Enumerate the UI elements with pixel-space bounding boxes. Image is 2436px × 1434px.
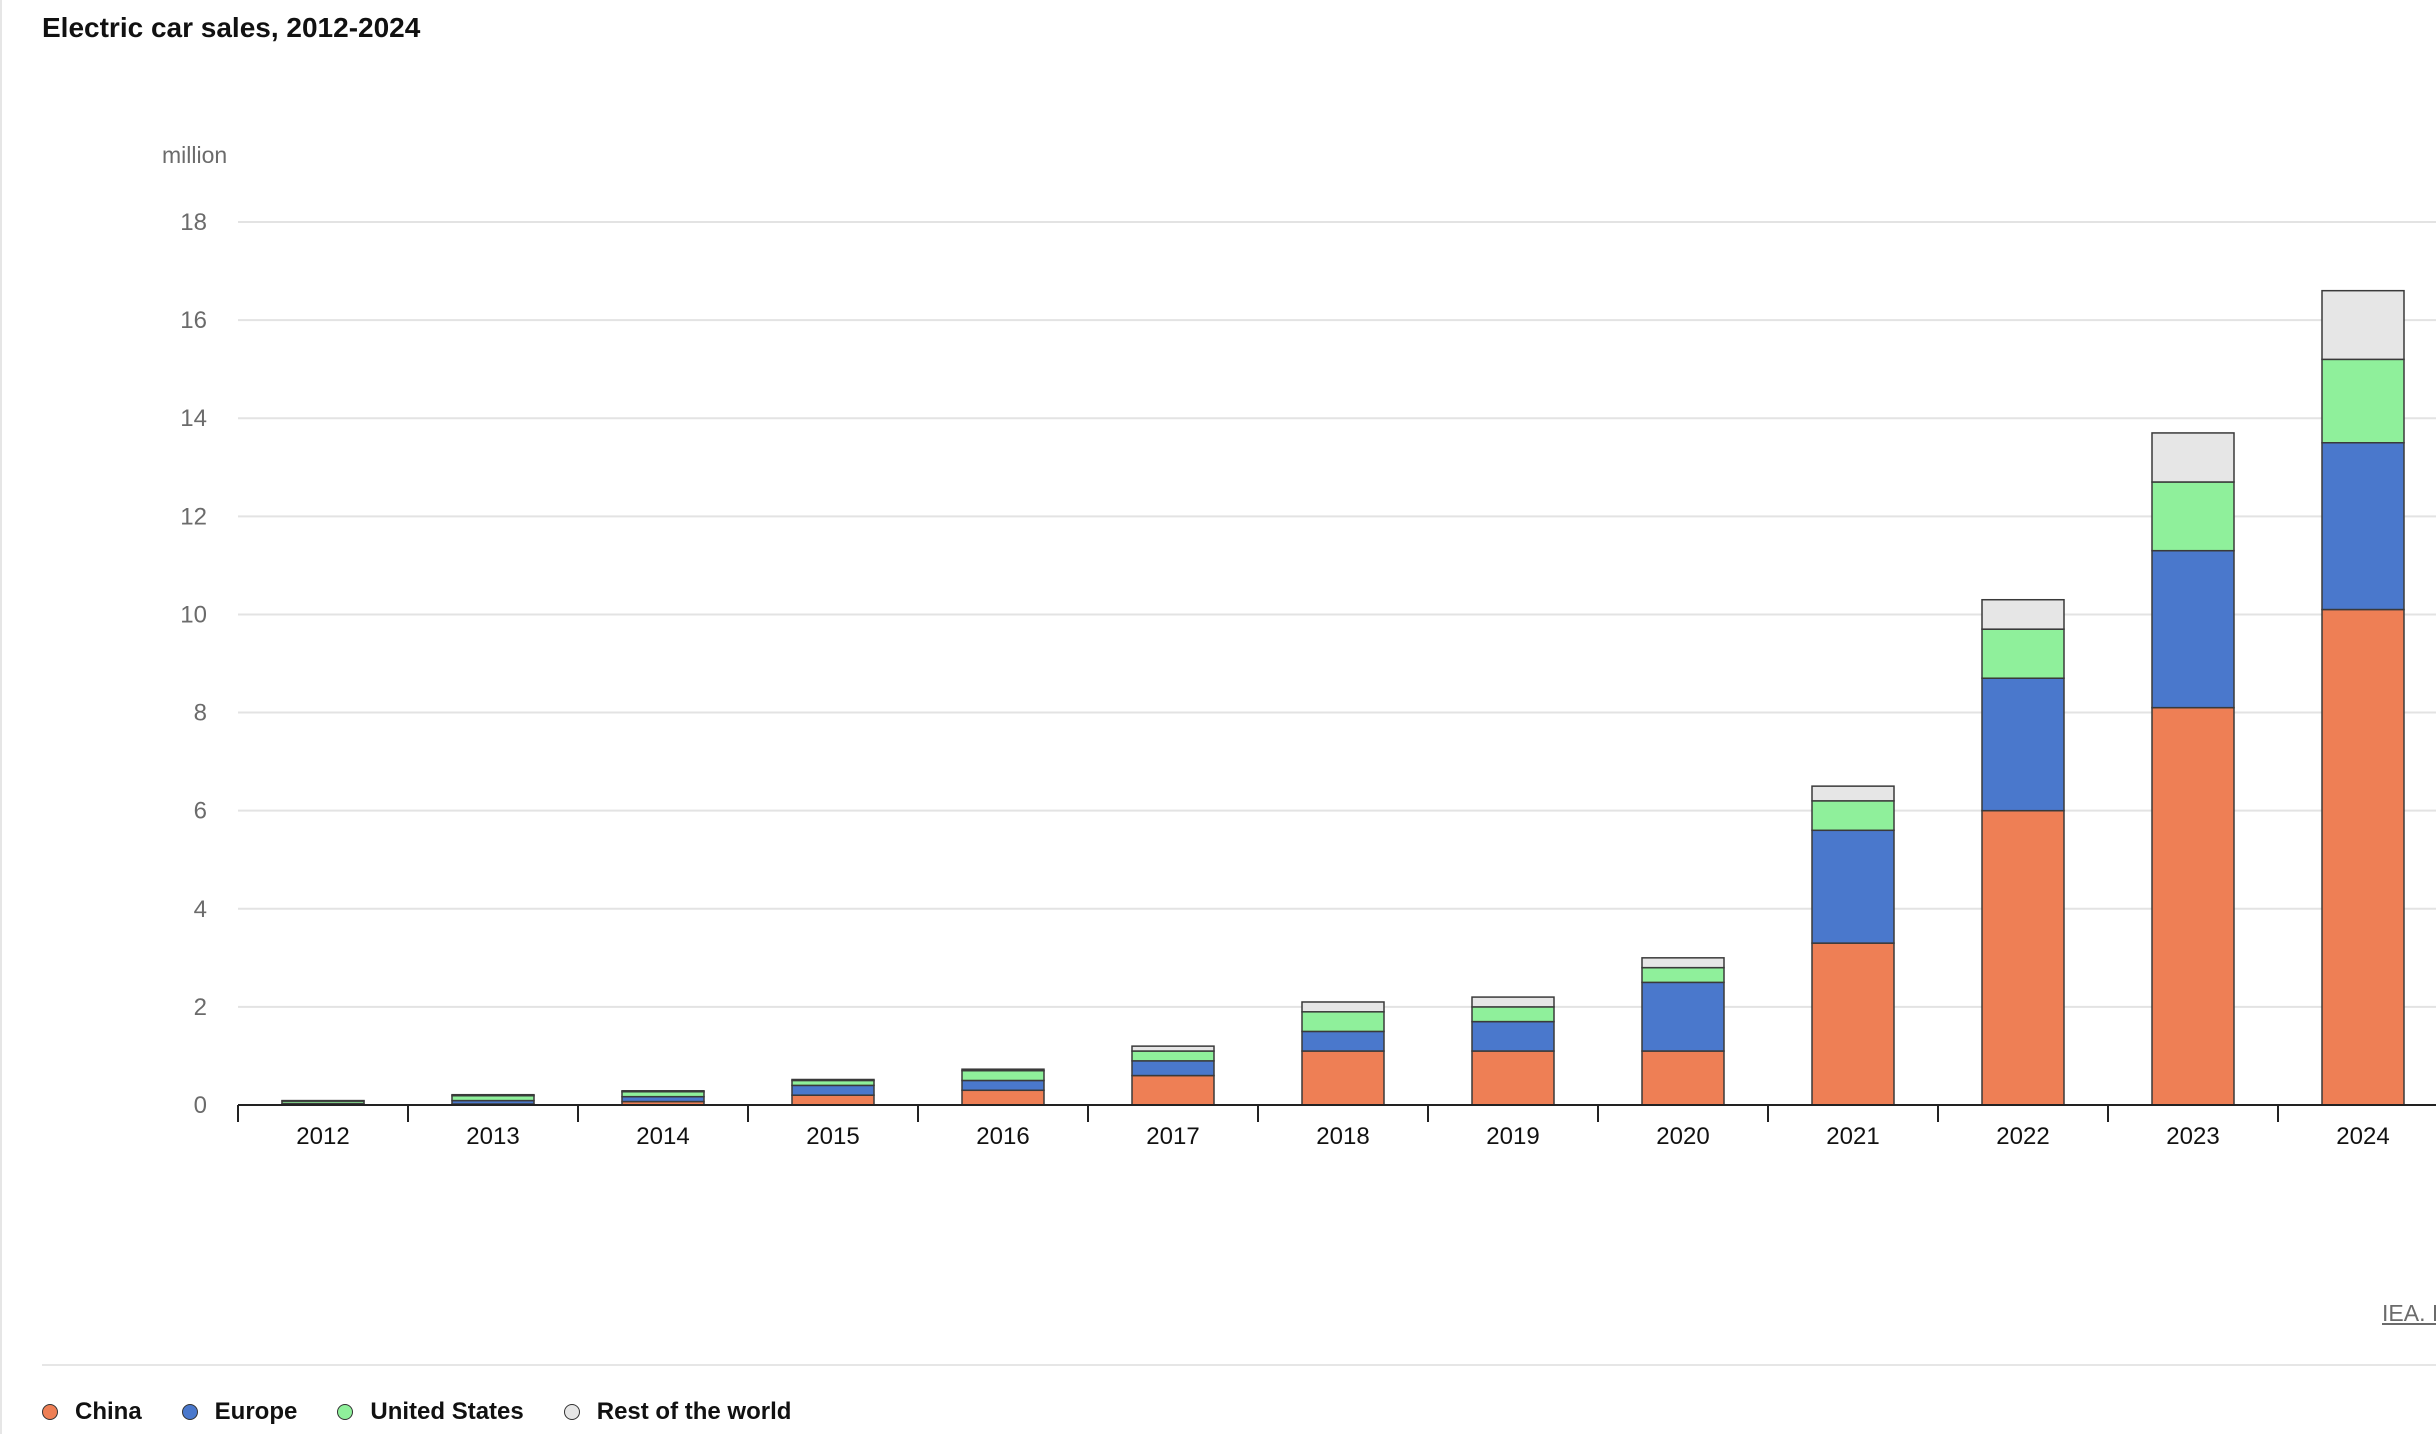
bar-segment-rest-of-the-world-2012 <box>281 1099 365 1102</box>
bar-segment-china-2021 <box>1811 942 1895 1106</box>
bar-segment-rest-of-the-world-2020 <box>1641 957 1725 969</box>
legend-item-china[interactable]: China <box>42 1398 142 1426</box>
legend-label: China <box>75 1398 142 1425</box>
legend-swatch <box>337 1404 354 1420</box>
bar-segment-china-2019 <box>1471 1050 1555 1106</box>
bar-segment-rest-of-the-world-2024 <box>2321 289 2405 361</box>
bar-segment-china-2016 <box>961 1089 1045 1106</box>
bar-segment-china-2015 <box>791 1094 875 1106</box>
x-tick-label: 2019 <box>1486 1123 1539 1150</box>
legend-label: United States <box>370 1398 524 1425</box>
bar-segment-rest-of-the-world-2018 <box>1301 1001 1385 1013</box>
bar-segment-united-states-2019 <box>1471 1006 1555 1023</box>
bar-segment-united-states-2018 <box>1301 1011 1385 1033</box>
legend-swatch <box>181 1404 198 1420</box>
legend-label: Rest of the world <box>596 1398 792 1425</box>
y-axis-unit-label: million <box>162 142 227 168</box>
bar-segment-europe-2024 <box>2321 442 2405 611</box>
bar-segment-united-states-2016 <box>961 1069 1045 1082</box>
bar-segment-europe-2021 <box>1811 829 1895 944</box>
bar-segment-united-states-2022 <box>1981 628 2065 679</box>
x-tick-label: 2016 <box>976 1123 1029 1150</box>
legend-item-rest-of-the-world[interactable]: Rest of the world <box>563 1398 792 1426</box>
y-tick-label: 0 <box>194 1092 207 1119</box>
legend-label: Europe <box>214 1398 298 1425</box>
bar-segment-rest-of-the-world-2019 <box>1471 996 1555 1008</box>
bar-segment-europe-2019 <box>1471 1020 1555 1052</box>
bar-segment-rest-of-the-world-2023 <box>2151 432 2235 483</box>
x-tick-label: 2014 <box>636 1123 689 1150</box>
y-tick-label: 16 <box>180 307 207 334</box>
source-link[interactable]: IEA. I <box>2382 1300 2436 1326</box>
bar-segment-china-2023 <box>2151 706 2235 1106</box>
bar-segment-rest-of-the-world-2021 <box>1811 785 1895 802</box>
bar-segment-united-states-2024 <box>2321 358 2405 444</box>
bar-segment-rest-of-the-world-2016 <box>961 1068 1045 1072</box>
bar-segment-united-states-2017 <box>1131 1050 1215 1062</box>
x-tick-label: 2013 <box>466 1123 519 1150</box>
x-tick-label: 2012 <box>296 1123 349 1150</box>
bar-segment-europe-2022 <box>1981 677 2065 812</box>
y-tick-label: 18 <box>180 209 207 236</box>
y-tick-label: 10 <box>180 601 207 628</box>
x-tick-label: 2017 <box>1146 1123 1199 1150</box>
legend-item-united-states[interactable]: United States <box>337 1398 524 1426</box>
bar-segment-rest-of-the-world-2015 <box>791 1078 875 1082</box>
x-tick-label: 2021 <box>1826 1123 1879 1150</box>
y-tick-label: 8 <box>194 700 207 727</box>
bar-segment-europe-2020 <box>1641 981 1725 1052</box>
x-tick-label: 2023 <box>2166 1123 2219 1150</box>
bar-segment-europe-2015 <box>791 1084 875 1096</box>
legend-item-europe[interactable]: Europe <box>181 1398 298 1426</box>
bar-segment-europe-2018 <box>1301 1030 1385 1052</box>
x-tick-label: 2024 <box>2336 1123 2389 1150</box>
bar-segment-china-2018 <box>1301 1050 1385 1106</box>
legend-divider <box>42 1364 2436 1366</box>
bar-segment-china-2022 <box>1981 809 2065 1106</box>
x-tick-label: 2020 <box>1656 1123 1709 1150</box>
bar-segment-china-2017 <box>1131 1074 1215 1106</box>
bar-segment-united-states-2023 <box>2151 481 2235 552</box>
bar-segment-rest-of-the-world-2022 <box>1981 598 2065 630</box>
y-tick-label: 14 <box>180 405 207 432</box>
x-tick-label: 2015 <box>806 1123 859 1150</box>
bar-segment-rest-of-the-world-2013 <box>451 1093 535 1097</box>
bar-segment-rest-of-the-world-2014 <box>621 1090 705 1093</box>
y-tick-label: 4 <box>194 896 207 923</box>
y-tick-label: 2 <box>194 994 207 1021</box>
bar-segment-china-2020 <box>1641 1050 1725 1106</box>
bar-segment-europe-2023 <box>2151 549 2235 709</box>
bar-segment-europe-2017 <box>1131 1060 1215 1077</box>
legend-swatch <box>42 1404 58 1420</box>
y-tick-label: 6 <box>194 798 207 825</box>
bar-segment-united-states-2020 <box>1641 966 1725 984</box>
legend-swatch <box>563 1404 580 1420</box>
x-tick-label: 2018 <box>1316 1123 1369 1150</box>
bar-segment-united-states-2021 <box>1811 800 1895 832</box>
bar-segment-china-2024 <box>2321 608 2405 1106</box>
legend: China Europe United States Rest of the worl… <box>42 1398 831 1426</box>
chart-title: Electric car sales, 2012-2024 <box>42 12 421 43</box>
x-tick-label: 2022 <box>1996 1123 2049 1150</box>
y-tick-label: 12 <box>180 503 207 530</box>
frame-border <box>0 0 2 1434</box>
bar-segment-rest-of-the-world-2017 <box>1131 1045 1215 1052</box>
bar-segment-europe-2016 <box>961 1079 1045 1092</box>
